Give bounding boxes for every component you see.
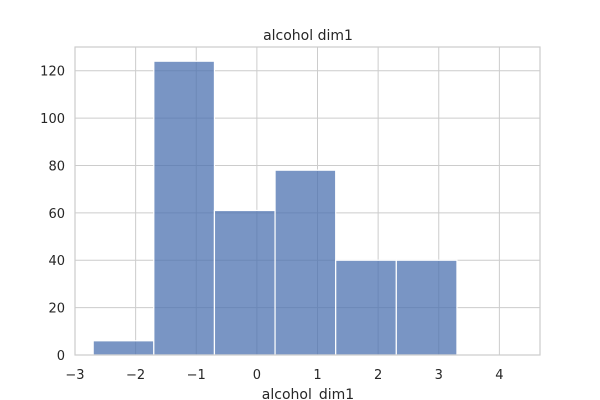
y-tick-label: 80 <box>48 159 65 174</box>
y-tick-label: 40 <box>48 254 65 269</box>
chart-title: alcohol dim1 <box>263 28 353 44</box>
histogram-bar <box>274 169 337 356</box>
x-tick-label: −2 <box>126 368 145 383</box>
x-tick-label: 3 <box>435 368 443 383</box>
y-tick-label: 120 <box>40 65 65 80</box>
y-tick-label: 100 <box>40 112 65 127</box>
histogram-bar <box>213 209 276 356</box>
x-tick-label: 2 <box>374 368 382 383</box>
y-tick-labels: 0 20 40 60 80 100 120 <box>40 65 65 364</box>
histogram-bar <box>395 259 458 356</box>
y-tick-label: 0 <box>57 349 65 364</box>
histogram-bar <box>335 259 397 356</box>
y-tick-label: 20 <box>48 302 65 317</box>
plot-frame <box>74 46 541 356</box>
bars <box>92 60 458 356</box>
x-tick-labels: −3 −2 −1 0 1 2 3 4 <box>65 368 503 383</box>
x-axis-label: alcohol_dim1 <box>262 387 354 400</box>
histogram-bar <box>153 60 216 356</box>
x-tick-label: 0 <box>253 368 261 383</box>
x-tick-label: −1 <box>187 368 206 383</box>
x-tick-label: 4 <box>495 368 503 383</box>
histogram-bar <box>92 340 155 356</box>
y-tick-label: 60 <box>48 207 65 222</box>
x-tick-label: 1 <box>313 368 321 383</box>
x-tick-label: −3 <box>65 368 84 383</box>
